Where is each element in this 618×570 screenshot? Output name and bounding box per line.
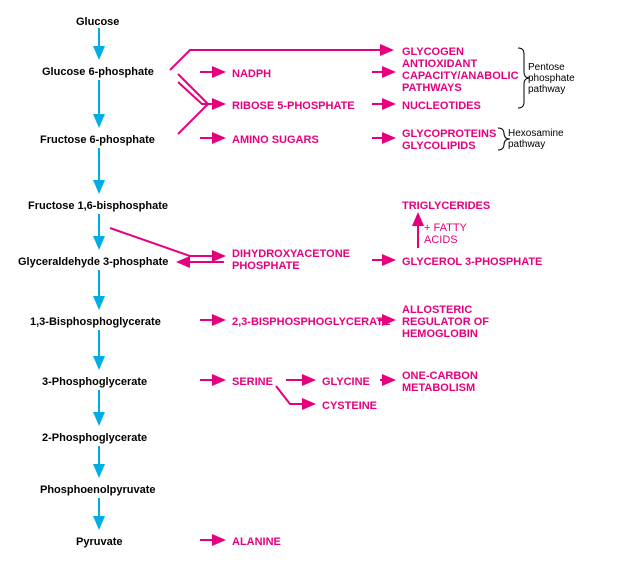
f16bp-node: Fructose 1,6-bisphosphate bbox=[28, 200, 168, 212]
glycogen-node: GLYCOGEN bbox=[402, 46, 464, 58]
glycine-node: GLYCINE bbox=[322, 376, 370, 388]
g3p-node: Glyceraldehyde 3-phosphate bbox=[18, 256, 168, 268]
pep-node: Phosphoenolpyruvate bbox=[40, 484, 156, 496]
bpg13-node: 1,3-Bisphosphoglycerate bbox=[30, 316, 161, 328]
r5p-node: RIBOSE 5-PHOSPHATE bbox=[232, 100, 355, 112]
nucleotides-node: NUCLEOTIDES bbox=[402, 100, 481, 112]
triglycerides-node: TRIGLYCERIDES bbox=[402, 200, 490, 212]
glucose-node: Glucose bbox=[76, 16, 119, 28]
dhap-node: DIHYDROXYACETONEPHOSPHATE bbox=[232, 248, 350, 272]
antioxidant-node: ANTIOXIDANTCAPACITY/ANABOLICPATHWAYS bbox=[402, 58, 519, 94]
glycerol3p-node: GLYCEROL 3-PHOSPHATE bbox=[402, 256, 542, 268]
allosteric-node: ALLOSTERICREGULATOR OFHEMOGLOBIN bbox=[402, 304, 489, 340]
pyruvate-node: Pyruvate bbox=[76, 536, 122, 548]
pg3-node: 3-Phosphoglycerate bbox=[42, 376, 147, 388]
f6p-node: Fructose 6-phosphate bbox=[40, 134, 155, 146]
glyco-node: GLYCOPROTEINSGLYCOLIPIDS bbox=[402, 128, 496, 152]
pathway-label: Hexosaminepathway bbox=[508, 128, 564, 150]
cysteine-node: CYSTEINE bbox=[322, 400, 377, 412]
pg2-node: 2-Phosphoglycerate bbox=[42, 432, 147, 444]
onecarbon-node: ONE-CARBONMETABOLISM bbox=[402, 370, 478, 394]
g6p-node: Glucose 6-phosphate bbox=[42, 66, 154, 78]
nadph-node: NADPH bbox=[232, 68, 271, 80]
aminosugars-node: AMINO SUGARS bbox=[232, 134, 319, 146]
serine-node: SERINE bbox=[232, 376, 273, 388]
pathway-label: Pentosephosphatepathway bbox=[528, 62, 575, 95]
fattyacids-node: + FATTYACIDS bbox=[424, 222, 467, 246]
alanine-node: ALANINE bbox=[232, 536, 281, 548]
bpg23-node: 2,3-BISPHOSPHOGLYCERATE bbox=[232, 316, 390, 328]
